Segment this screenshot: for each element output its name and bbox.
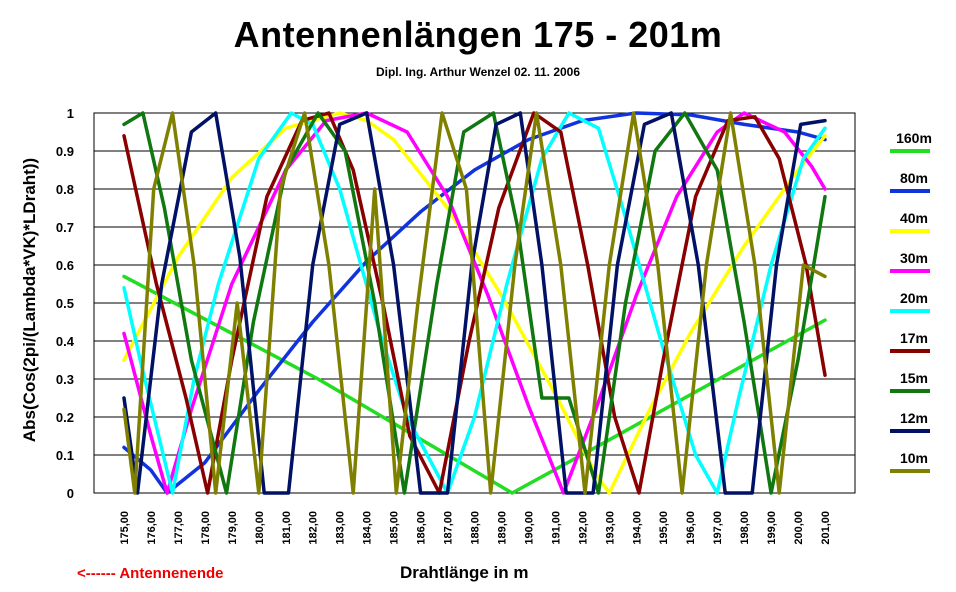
y-tick-label: 0.6 xyxy=(56,258,74,273)
x-tick-label: 178,00 xyxy=(200,511,212,545)
series-line-15m xyxy=(122,111,827,495)
x-tick-label: 191,00 xyxy=(550,511,562,545)
legend-label: 10m xyxy=(899,450,929,466)
legend-item: 20m xyxy=(890,290,930,313)
legend-item: 12m xyxy=(890,410,930,433)
y-axis-label: Abs(Cos(2pi/(Lambda*VK)*LDraht)) xyxy=(20,157,39,443)
y-tick-label: 0 xyxy=(67,486,74,501)
x-tick-label: 201,00 xyxy=(820,511,832,545)
legend-swatch xyxy=(890,389,930,393)
x-tick-label: 181,00 xyxy=(281,511,293,545)
chart-title: Antennenlängen 175 - 201m xyxy=(233,14,723,55)
legend-label: 20m xyxy=(899,290,929,306)
x-tick-label: 197,00 xyxy=(712,511,724,545)
y-tick-label: 0.8 xyxy=(56,182,74,197)
y-tick-labels: 0 0.1 0.2 0.3 0.4 0.5 0.6 0.7 0.8 0.9 1 xyxy=(56,106,75,501)
x-tick-label: 193,00 xyxy=(604,511,616,545)
legend-item: 10m xyxy=(890,450,930,473)
legend-swatch xyxy=(890,429,930,433)
series-group xyxy=(122,111,827,495)
x-tick-label: 199,00 xyxy=(766,511,778,545)
x-tick-label: 175,00 xyxy=(119,511,131,545)
series-line-20m xyxy=(122,111,827,495)
y-tick-label: 1 xyxy=(67,106,74,121)
legend-label: 30m xyxy=(899,250,929,266)
legend-item: 160m xyxy=(890,130,932,153)
x-tick-label: 190,00 xyxy=(523,511,535,545)
y-tick-label: 0.3 xyxy=(56,372,74,387)
x-tick-label: 196,00 xyxy=(685,511,697,545)
legend-swatch xyxy=(890,229,930,233)
legend-label: 15m xyxy=(899,370,929,386)
legend-item: 30m xyxy=(890,250,930,273)
x-tick-label: 187,00 xyxy=(443,511,455,545)
series-line-10m xyxy=(122,111,827,495)
legend-label: 12m xyxy=(899,410,929,426)
y-tick-label: 0.7 xyxy=(56,220,74,235)
x-tick-label: 198,00 xyxy=(739,511,751,545)
x-tick-label: 186,00 xyxy=(416,511,428,545)
x-tick-label: 192,00 xyxy=(577,511,589,545)
legend-swatch xyxy=(890,309,930,313)
legend-swatch xyxy=(890,349,930,353)
legend-label: 80m xyxy=(899,170,929,186)
y-tick-label: 0.5 xyxy=(56,296,74,311)
x-tick-label: 184,00 xyxy=(362,511,374,545)
x-axis-label: Drahtlänge in m xyxy=(400,563,529,582)
legend-item: 15m xyxy=(890,370,930,393)
x-tick-label: 195,00 xyxy=(658,511,670,545)
legend-label: 160m xyxy=(896,130,932,146)
series-line-80m xyxy=(122,111,827,495)
x-tick-label: 194,00 xyxy=(631,511,643,545)
legend-label: 17m xyxy=(899,330,929,346)
series-line-17m xyxy=(122,111,827,495)
chart-subtitle: Dipl. Ing. Arthur Wenzel 02. 11. 2006 xyxy=(375,65,581,79)
y-tick-label: 0.1 xyxy=(56,448,74,463)
antenna-end-annotation: <------ Antennenende xyxy=(77,565,224,582)
x-tick-label: 200,00 xyxy=(793,511,805,545)
y-tick-label: 0.4 xyxy=(56,334,75,349)
x-tick-label: 180,00 xyxy=(254,511,266,545)
y-tick-label: 0.2 xyxy=(56,410,74,425)
x-tick-label: 182,00 xyxy=(308,511,320,545)
x-tick-label: 177,00 xyxy=(173,511,185,545)
x-tick-label: 183,00 xyxy=(335,511,347,545)
legend-swatch xyxy=(890,189,930,193)
legend-item: 17m xyxy=(890,330,930,353)
series-line-160m xyxy=(122,274,827,495)
legend-swatch xyxy=(890,149,930,153)
x-tick-label: 188,00 xyxy=(470,511,482,545)
legend-item: 40m xyxy=(890,210,930,233)
x-tick-label: 179,00 xyxy=(227,511,239,545)
legend-swatch xyxy=(890,469,930,473)
x-tick-label: 185,00 xyxy=(389,511,401,545)
y-tick-label: 0.9 xyxy=(56,144,74,159)
x-tick-labels: 175,00 176,00 177,00 178,00 179,00 180,00 181,… xyxy=(119,511,832,545)
legend-label: 40m xyxy=(899,210,929,226)
x-tick-label: 176,00 xyxy=(146,511,158,545)
legend-item: 80m xyxy=(890,170,930,193)
x-tick-label: 189,00 xyxy=(496,511,508,545)
legend-swatch xyxy=(890,269,930,273)
